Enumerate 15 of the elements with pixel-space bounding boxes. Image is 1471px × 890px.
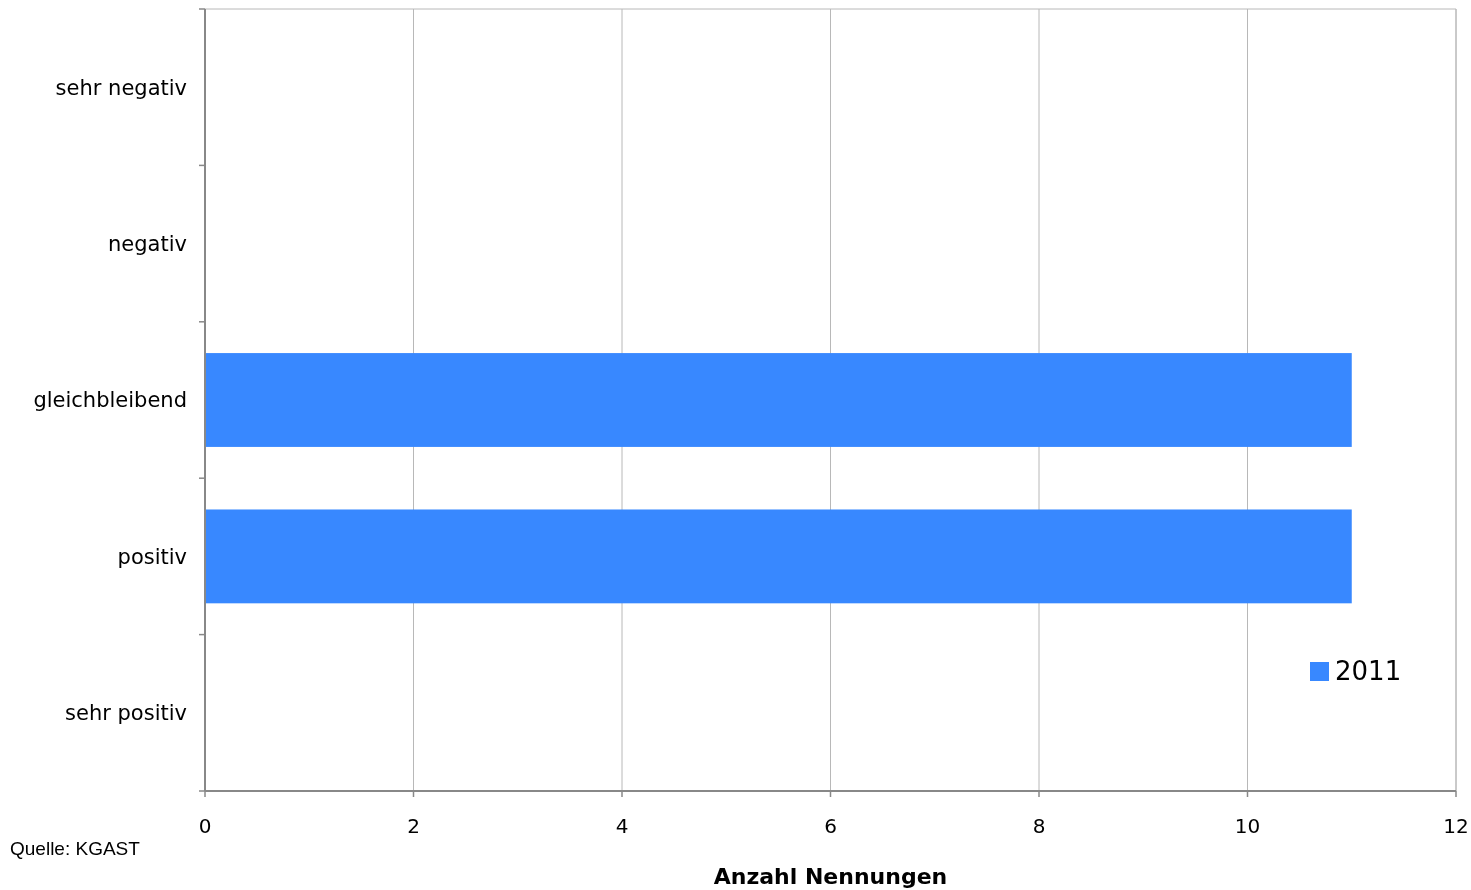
x-tick-label: 8 (1032, 814, 1046, 838)
source-note: Quelle: KGAST (10, 838, 141, 859)
x-tick-label: 10 (1234, 814, 1261, 838)
x-tick-label: 0 (198, 814, 212, 838)
x-axis-title: Anzahl Nennungen (713, 864, 948, 889)
x-tick-label: 4 (615, 814, 629, 838)
y-tick-label: positiv (117, 544, 187, 569)
legend-label: 2011 (1335, 656, 1402, 687)
x-tick-label: 6 (824, 814, 837, 838)
y-tick-label: gleichbleibend (33, 388, 187, 413)
y-tick-label: negativ (108, 231, 187, 256)
x-tick-label: 2 (407, 814, 420, 838)
y-tick-label: sehr negativ (55, 75, 187, 100)
x-tick-label: 12 (1443, 814, 1469, 838)
y-tick-label: sehr positiv (65, 701, 187, 726)
